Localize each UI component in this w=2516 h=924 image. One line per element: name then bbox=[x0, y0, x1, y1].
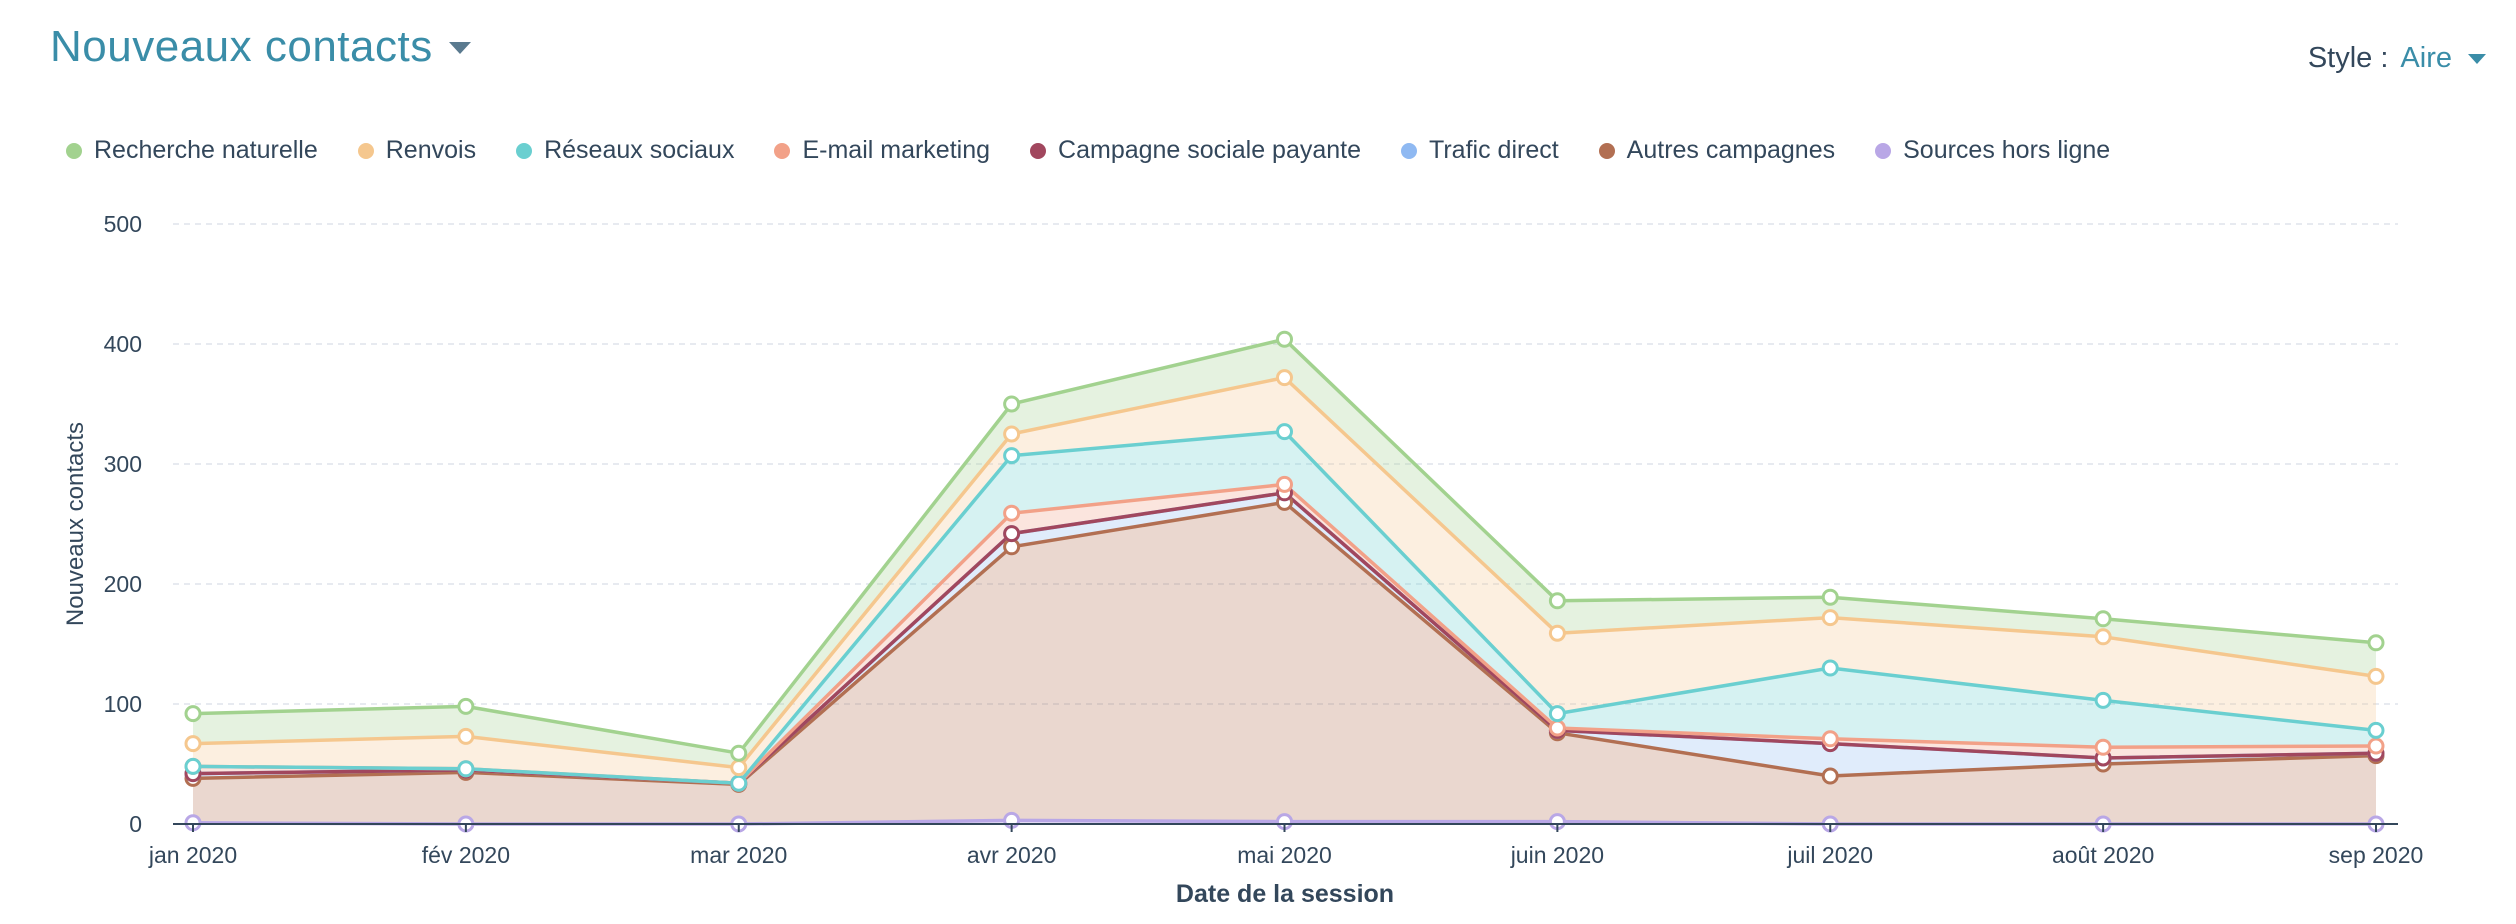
area-fill bbox=[193, 339, 2376, 768]
data-point[interactable] bbox=[1003, 425, 1021, 443]
legend-label: Sources hors ligne bbox=[1903, 136, 2111, 164]
style-label: Style : bbox=[2307, 42, 2389, 74]
x-tick-label: août 2020 bbox=[2052, 842, 2154, 868]
legend-label: Campagne sociale payante bbox=[1058, 136, 1362, 164]
data-point[interactable] bbox=[184, 705, 202, 723]
data-point[interactable] bbox=[2367, 737, 2385, 755]
data-point[interactable] bbox=[184, 757, 202, 775]
data-point[interactable] bbox=[1003, 525, 1021, 543]
area-fill bbox=[193, 377, 2376, 784]
legend-label: Réseaux sociaux bbox=[544, 136, 735, 164]
data-point[interactable] bbox=[1821, 588, 1839, 606]
legend-label: Renvois bbox=[385, 136, 477, 164]
data-point[interactable] bbox=[1821, 730, 1839, 748]
area-fill bbox=[193, 431, 2376, 784]
y-tick-label: 300 bbox=[104, 451, 142, 477]
legend-swatch bbox=[357, 142, 374, 159]
area-fill bbox=[193, 484, 2376, 784]
data-point[interactable] bbox=[1821, 609, 1839, 627]
data-point[interactable] bbox=[457, 697, 475, 715]
legend-swatch bbox=[1401, 142, 1418, 159]
legend-label: E-mail marketing bbox=[802, 136, 991, 164]
chart-title: Nouveaux contacts bbox=[50, 22, 433, 71]
chart-legend: Recherche naturelle Renvois Réseaux sociau… bbox=[66, 136, 2110, 165]
data-point[interactable] bbox=[1003, 447, 1021, 465]
data-point[interactable] bbox=[184, 735, 202, 753]
legend-swatch bbox=[516, 142, 533, 159]
legend-item[interactable]: Réseaux sociaux bbox=[516, 136, 734, 165]
x-axis-title: Date de la session bbox=[1176, 880, 1394, 908]
tick-labels: 0 100 200 300 400 500 jan 2020 fév 2020 mar 2020… bbox=[104, 211, 2424, 868]
legend-item[interactable]: Renvois bbox=[357, 136, 477, 165]
y-tick-label: 0 bbox=[129, 811, 142, 837]
data-point[interactable] bbox=[2094, 691, 2112, 709]
legend-item[interactable]: Sources hors ligne bbox=[1875, 136, 2110, 165]
axes bbox=[173, 823, 2398, 832]
y-axis-title: Nouveaux contacts bbox=[62, 422, 89, 626]
legend-item[interactable]: Trafic direct bbox=[1401, 136, 1559, 165]
data-point[interactable] bbox=[730, 774, 748, 792]
x-tick-label: juil 2020 bbox=[1786, 842, 1873, 868]
legend-swatch bbox=[1598, 142, 1615, 159]
data-point[interactable] bbox=[1548, 719, 1566, 737]
data-point[interactable] bbox=[1276, 330, 1293, 348]
legend-item[interactable]: Recherche naturelle bbox=[66, 136, 318, 165]
legend-swatch bbox=[1030, 142, 1047, 159]
x-tick-label: mar 2020 bbox=[690, 842, 787, 868]
data-point[interactable] bbox=[730, 759, 748, 777]
data-point[interactable] bbox=[1548, 705, 1566, 723]
x-tick-label: sep 2020 bbox=[2329, 842, 2424, 868]
data-point[interactable] bbox=[1276, 369, 1293, 387]
style-chevron-down-icon[interactable] bbox=[2468, 53, 2486, 64]
x-tick-label: juin 2020 bbox=[1510, 842, 1604, 868]
data-point[interactable] bbox=[1548, 592, 1566, 610]
data-point[interactable] bbox=[1821, 767, 1839, 785]
data-point[interactable] bbox=[2094, 628, 2112, 646]
y-tick-label: 400 bbox=[104, 331, 142, 357]
data-point[interactable] bbox=[457, 727, 475, 745]
data-point[interactable] bbox=[1548, 624, 1566, 642]
x-tick-label: avr 2020 bbox=[967, 842, 1057, 868]
area-fills bbox=[193, 339, 2376, 824]
data-point[interactable] bbox=[2094, 610, 2112, 628]
y-tick-label: 200 bbox=[104, 571, 142, 597]
data-points bbox=[184, 330, 2385, 833]
legend-item[interactable]: Autres campagnes bbox=[1598, 136, 1836, 165]
y-tick-label: 500 bbox=[104, 211, 142, 237]
legend-label: Trafic direct bbox=[1429, 136, 1559, 164]
x-tick-label: jan 2020 bbox=[148, 842, 237, 868]
legend-item[interactable]: E-mail marketing bbox=[774, 136, 990, 165]
style-selector[interactable]: Style : Aire bbox=[2308, 42, 2486, 75]
x-tick-label: fév 2020 bbox=[422, 842, 510, 868]
area-fill bbox=[193, 502, 2376, 824]
data-point[interactable] bbox=[2367, 634, 2385, 652]
data-point[interactable] bbox=[2367, 721, 2385, 739]
data-point[interactable] bbox=[2094, 738, 2112, 756]
legend-label: Autres campagnes bbox=[1626, 136, 1836, 164]
legend-swatch bbox=[774, 142, 791, 159]
data-point[interactable] bbox=[730, 744, 748, 762]
y-tick-label: 100 bbox=[104, 691, 142, 717]
chevron-down-icon[interactable] bbox=[448, 42, 471, 54]
legend-swatch bbox=[66, 142, 82, 159]
style-value-dropdown[interactable]: Aire bbox=[2400, 42, 2452, 74]
data-point[interactable] bbox=[1003, 504, 1021, 522]
x-tick-label: mai 2020 bbox=[1237, 842, 1332, 868]
legend-swatch bbox=[1875, 142, 1892, 159]
data-point[interactable] bbox=[457, 760, 475, 778]
data-point[interactable] bbox=[2367, 667, 2385, 685]
data-point[interactable] bbox=[1276, 423, 1293, 441]
data-point[interactable] bbox=[1821, 659, 1839, 677]
data-point[interactable] bbox=[1003, 395, 1021, 413]
data-point[interactable] bbox=[1276, 475, 1293, 493]
legend-label: Recherche naturelle bbox=[94, 136, 318, 164]
chart-title-dropdown[interactable]: Nouveaux contacts bbox=[50, 22, 471, 72]
legend-item[interactable]: Campagne sociale payante bbox=[1030, 136, 1361, 165]
